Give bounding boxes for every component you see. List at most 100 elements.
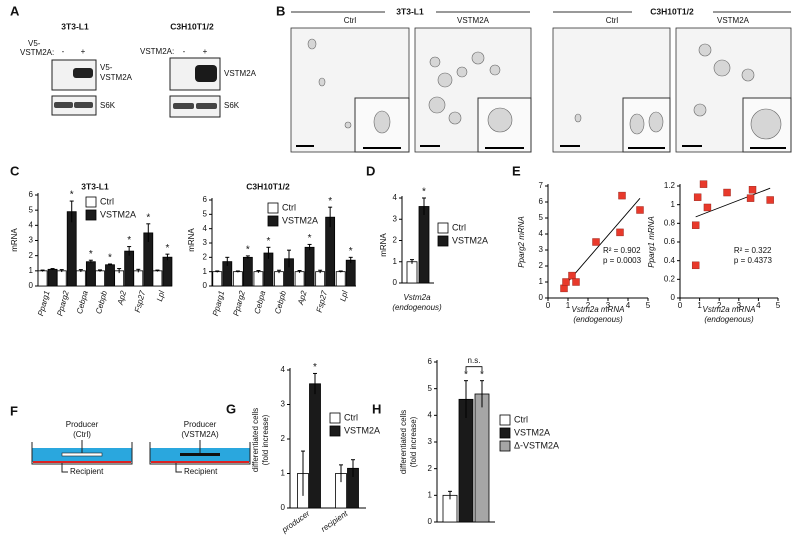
x-tick-label: 0 — [678, 301, 683, 310]
legend-label: VSTM2A — [282, 215, 318, 225]
x-tick-label: 5 — [776, 301, 781, 310]
y-tick-label: 2 — [428, 464, 433, 473]
blot-box — [169, 95, 221, 118]
arrow — [175, 463, 182, 473]
panel-label: C — [10, 163, 20, 178]
lane-header: VSTM2A: — [140, 47, 174, 56]
y-tick-label: 1 — [29, 266, 34, 275]
cell — [456, 66, 468, 78]
y-tick-label: 1 — [428, 490, 433, 499]
y-tick-label: 6 — [29, 190, 34, 199]
y-tick-label: 0 — [671, 293, 676, 302]
point — [618, 191, 626, 200]
cell — [307, 38, 317, 50]
y-tick-label: 2 — [203, 252, 208, 261]
significance-mark: * — [422, 187, 426, 198]
blot-panel: 3T3-L1 V5- VSTM2A: - + V5- VSTM2A S6K C3… — [20, 21, 257, 118]
y-tick-label: 0.2 — [664, 274, 676, 283]
legend-label: VSTM2A — [514, 427, 550, 437]
x-tick-label: Pparg2 — [55, 289, 71, 317]
lane-header: V5- — [28, 39, 41, 48]
trend-line — [695, 187, 771, 218]
x-axis-label: (endogenous) — [392, 303, 442, 312]
point — [691, 261, 700, 270]
bar — [232, 271, 243, 287]
cell — [487, 107, 513, 133]
x-tick-label: Pparg1 — [211, 290, 226, 317]
bar — [85, 261, 96, 287]
panel-label: G — [226, 401, 236, 416]
cell — [437, 72, 453, 88]
y-tick-label: 5 — [203, 209, 208, 218]
y-axis-label: (fold increase) — [261, 414, 270, 465]
panel-label: E — [512, 163, 521, 178]
x-tick-label: recipient — [319, 509, 350, 534]
condition-label: Ctrl — [344, 16, 357, 25]
point — [636, 206, 644, 214]
x-tick-label: 1 — [697, 301, 702, 310]
cell — [373, 110, 391, 134]
x-tick-label: 5 — [646, 301, 651, 310]
recipient-label: Recipient — [184, 467, 218, 476]
bar — [66, 211, 77, 287]
x-tick-label: Fsp27 — [315, 289, 330, 313]
annotation: p = 0.4373 — [734, 256, 773, 265]
y-tick-label: 0.8 — [664, 218, 676, 227]
x-axis-label: Vstm2a mRNA — [572, 305, 625, 314]
bar — [418, 206, 430, 284]
band-label: VSTM2A — [224, 69, 257, 78]
bar — [75, 270, 86, 287]
insert — [180, 453, 220, 456]
x-axis-label: Vstm2a — [403, 293, 431, 302]
band-label: V5- — [100, 63, 113, 72]
legend-swatch — [85, 209, 97, 221]
chart-title: C3H10T1/2 — [246, 181, 290, 191]
bar — [315, 271, 326, 287]
x-tick-label: 2 — [586, 301, 591, 310]
y-tick-label: 4 — [29, 220, 34, 229]
y-tick-label: 1 — [539, 277, 544, 286]
micrograph-panel: 3T3-L1 Ctrl VSTM2A C3H10T1/2 Ctrl VSTM2A — [290, 6, 792, 153]
cell — [429, 56, 441, 68]
y-tick-label: 7 — [539, 181, 544, 190]
blot-band — [54, 102, 73, 108]
y-tick-label: 0 — [428, 517, 433, 526]
significance-mark: * — [349, 246, 353, 257]
bar — [304, 246, 315, 287]
y-tick-label: 0 — [539, 293, 544, 302]
bracket-label: n.s. — [468, 356, 481, 365]
cell — [489, 64, 501, 76]
bar — [345, 259, 356, 287]
cell — [741, 68, 755, 82]
y-tick-label: 2 — [281, 434, 286, 443]
annotation: R² = 0.902 — [603, 246, 641, 255]
bar — [162, 256, 173, 287]
x-tick-label: Cebpa — [75, 289, 90, 315]
x-tick-label: 4 — [626, 301, 631, 310]
legend-swatch — [329, 412, 341, 424]
significance-mark: * — [464, 369, 468, 380]
lane-label: + — [81, 47, 86, 56]
bar — [294, 271, 305, 287]
cell — [629, 113, 645, 135]
x-axis-label: Vstm2a mRNA — [703, 305, 756, 314]
cell — [448, 111, 462, 125]
blot-band — [73, 68, 93, 78]
x-tick-label: 3 — [737, 301, 742, 310]
point — [592, 238, 600, 246]
point — [616, 228, 624, 237]
y-tick-label: 6 — [203, 195, 208, 204]
cell — [471, 51, 485, 65]
y-tick-label: 0 — [29, 281, 34, 290]
band-label: S6K — [224, 101, 240, 110]
cell — [713, 59, 731, 77]
bar — [56, 270, 67, 287]
cell — [318, 77, 326, 87]
point — [748, 186, 757, 194]
blot-title: C3H10T1/2 — [170, 21, 214, 31]
y-tick-label: 3 — [393, 214, 398, 223]
y-tick-label: 5 — [539, 213, 544, 222]
bar — [105, 264, 115, 287]
significance-mark: * — [328, 196, 332, 207]
